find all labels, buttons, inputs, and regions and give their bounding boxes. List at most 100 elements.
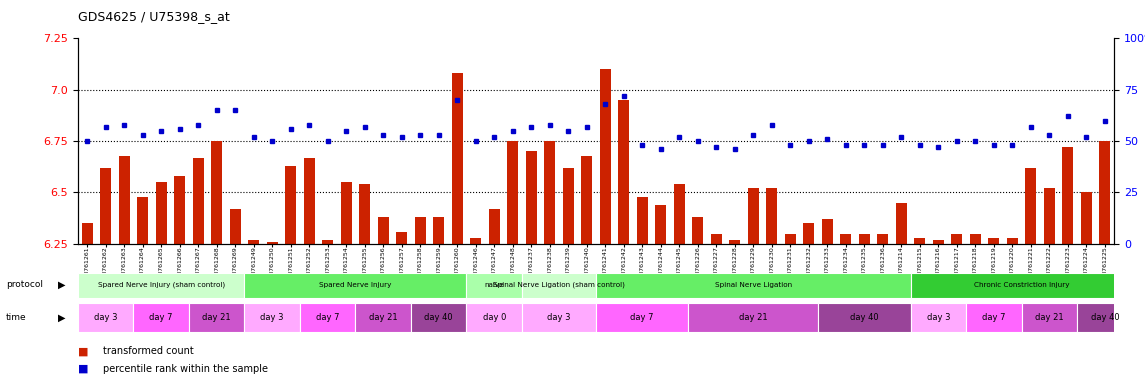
Text: day 40: day 40 [850,313,878,322]
Text: naive: naive [484,282,504,288]
Bar [285,166,297,244]
Text: day 40: day 40 [1090,313,1119,322]
Bar [562,168,574,244]
Bar [300,303,355,332]
Text: Spared Nerve Injury: Spared Nerve Injury [319,282,392,288]
Text: day 3: day 3 [94,313,118,322]
Text: Spinal Nerve Ligation: Spinal Nerve Ligation [714,282,792,288]
Bar [174,176,185,244]
Bar [970,233,981,244]
Bar [933,240,943,244]
Bar [396,232,408,244]
Bar [988,238,1000,244]
Bar [378,217,389,244]
Bar [489,209,499,244]
Bar [600,69,610,244]
Bar [822,219,832,244]
Bar [360,184,370,244]
Bar [81,223,93,244]
Bar [230,209,240,244]
Bar [340,182,352,244]
Bar [244,303,300,332]
Text: day 21: day 21 [1035,313,1064,322]
Text: protocol: protocol [6,280,42,290]
Bar [189,303,244,332]
Bar [748,189,759,244]
Bar [618,100,630,244]
Bar [877,233,889,244]
Text: day 0: day 0 [482,313,506,322]
Bar [1077,303,1132,332]
Bar [688,303,818,332]
Bar [433,217,444,244]
Bar [693,217,703,244]
Bar [522,303,597,332]
Text: day 40: day 40 [425,313,453,322]
Bar [895,203,907,244]
Text: Chronic Constriction Injury: Chronic Constriction Injury [973,282,1069,288]
Text: day 7: day 7 [982,313,1005,322]
Bar [244,273,466,298]
Bar [840,233,852,244]
Bar [1063,147,1073,244]
Bar [711,233,721,244]
Bar [818,303,910,332]
Bar [507,141,519,244]
Bar [1025,168,1036,244]
Text: day 3: day 3 [926,313,950,322]
Bar [451,73,463,244]
Text: Spinal Nerve Ligation (sham control): Spinal Nerve Ligation (sham control) [493,282,625,288]
Bar [192,157,204,244]
Bar [910,303,966,332]
Bar [597,273,910,298]
Bar [966,303,1021,332]
Bar [804,223,814,244]
Bar [211,141,222,244]
Bar [597,303,688,332]
Text: day 3: day 3 [547,313,570,322]
Bar [766,189,777,244]
Text: ▶: ▶ [57,280,65,290]
Bar [303,157,315,244]
Bar [471,238,481,244]
Bar [522,273,597,298]
Text: day 7: day 7 [316,313,339,322]
Text: day 21: day 21 [369,313,397,322]
Bar [526,151,537,244]
Bar [100,168,111,244]
Text: day 21: day 21 [203,313,231,322]
Bar [655,205,666,244]
Bar [156,182,167,244]
Text: ■: ■ [78,346,88,356]
Bar [1021,303,1077,332]
Bar [248,240,259,244]
Bar [914,238,925,244]
Bar [355,303,411,332]
Text: day 3: day 3 [260,313,284,322]
Bar [78,273,244,298]
Bar [673,184,685,244]
Bar [784,233,796,244]
Text: transformed count: transformed count [103,346,194,356]
Bar [466,303,522,332]
Bar [1099,141,1111,244]
Bar [951,233,962,244]
Bar [582,156,592,244]
Bar [544,141,555,244]
Text: ▶: ▶ [57,313,65,323]
Bar [1044,189,1055,244]
Bar [133,303,189,332]
Text: percentile rank within the sample: percentile rank within the sample [103,364,268,374]
Bar [1081,192,1092,244]
Bar [322,240,333,244]
Bar [411,303,466,332]
Bar [137,197,148,244]
Bar [414,217,426,244]
Text: day 7: day 7 [631,313,654,322]
Text: GDS4625 / U75398_s_at: GDS4625 / U75398_s_at [78,10,230,23]
Text: day 21: day 21 [739,313,767,322]
Bar [637,197,648,244]
Bar [78,303,133,332]
Bar [729,240,741,244]
Bar [1006,238,1018,244]
